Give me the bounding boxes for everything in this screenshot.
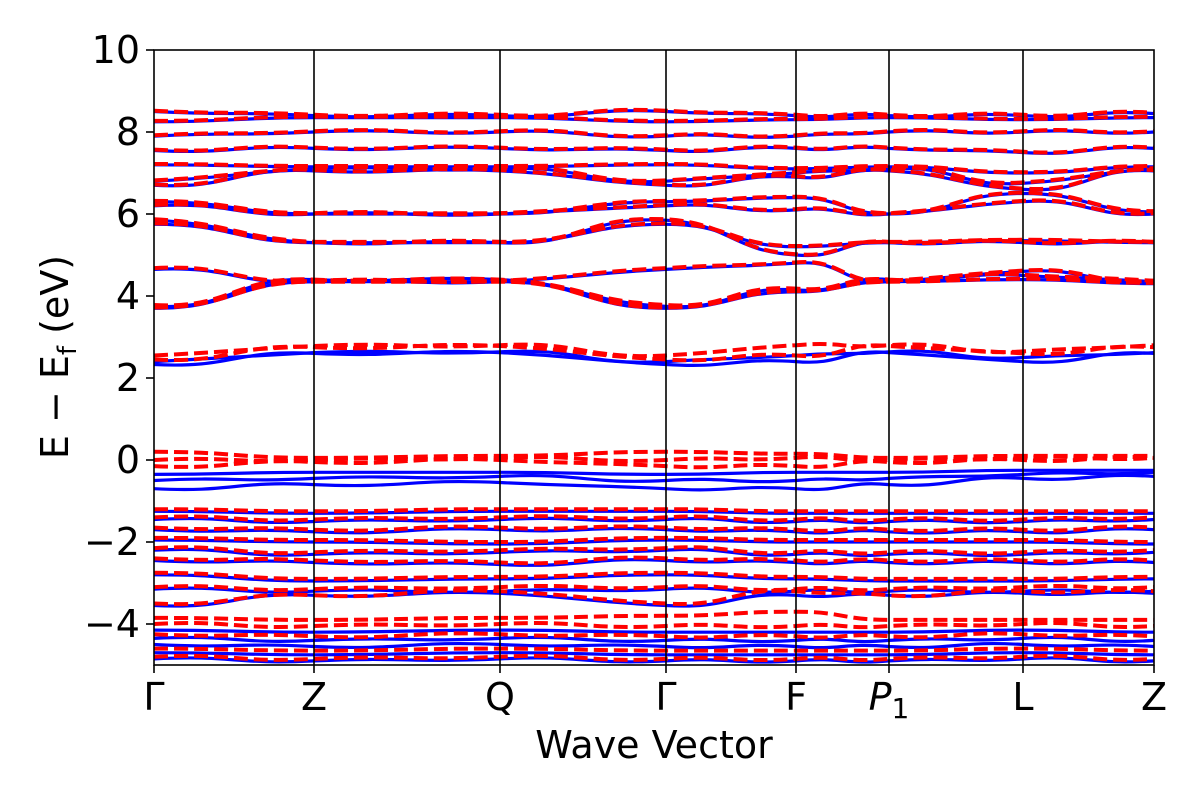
blue-solid-band-line xyxy=(154,526,1154,535)
blue-solid-band-line xyxy=(154,470,1154,484)
red-dashed-band-line xyxy=(154,583,1154,593)
x-tick-label: Z xyxy=(301,675,327,719)
red-dashed-band-line xyxy=(154,449,1154,460)
y-axis-title: E − Ef (eV) xyxy=(33,255,83,459)
blue-solid-band-line xyxy=(154,573,1154,583)
y-tick-label: 10 xyxy=(92,28,140,72)
y-tick-label: 8 xyxy=(116,110,140,154)
y-tick-label: 0 xyxy=(116,438,140,482)
y-tick-label: 4 xyxy=(116,274,140,318)
y-tick-label: 2 xyxy=(116,356,140,400)
red-dashed-band-line xyxy=(154,114,1154,123)
red-dashed-band-line xyxy=(154,454,1154,464)
blue-solid-band-line xyxy=(154,635,1154,644)
high-symmetry-lines xyxy=(313,50,1024,665)
x-tick-label: L xyxy=(1012,675,1033,719)
red-dashed-band-line xyxy=(154,514,1154,523)
band-lines xyxy=(154,107,1154,664)
x-tick-label: Z xyxy=(1141,675,1167,719)
red-dashed-band-line xyxy=(154,216,1154,257)
plot-frame xyxy=(153,49,1155,666)
x-tick-label: Γ xyxy=(655,675,676,719)
y-axis-title-main: E − E xyxy=(33,355,77,459)
blue-solid-band-line xyxy=(154,656,1154,664)
x-axis-ticks: Γ Z Q Γ F P1 L Z xyxy=(143,665,1167,725)
red-dashed-band-line xyxy=(154,260,1154,284)
blue-solid-band-line xyxy=(154,547,1154,558)
red-dashed-band-line xyxy=(154,631,1154,640)
red-dashed-band-line xyxy=(154,166,1154,192)
red-dashed-band-line xyxy=(154,621,1154,630)
red-dashed-band-line xyxy=(154,609,1154,622)
red-dashed-band-line xyxy=(154,524,1154,533)
y-tick-label: −2 xyxy=(84,520,140,564)
red-dashed-band-line xyxy=(154,588,1154,607)
x-axis-title: Wave Vector xyxy=(535,723,773,767)
x-tick-label: F xyxy=(785,675,807,719)
blue-solid-band-line xyxy=(154,473,1154,492)
blue-solid-band-line xyxy=(154,641,1154,650)
blue-solid-band-line xyxy=(154,628,1154,634)
blue-solid-band-line xyxy=(154,516,1154,525)
red-dashed-band-line xyxy=(154,128,1154,139)
red-dashed-band-line xyxy=(154,107,1154,118)
red-dashed-band-line xyxy=(154,646,1154,653)
red-dashed-band-line xyxy=(154,161,1154,175)
x-tick-label: P1 xyxy=(869,675,910,725)
y-tick-label: 6 xyxy=(116,192,140,236)
x-tick-label: Q xyxy=(485,675,515,719)
red-dashed-band-line xyxy=(154,454,1154,470)
red-dashed-band-line xyxy=(154,164,1154,185)
red-dashed-band-line xyxy=(154,570,1154,581)
y-axis-title-unit: (eV) xyxy=(33,255,77,346)
red-dashed-band-line xyxy=(154,190,1154,216)
red-dashed-band-line xyxy=(154,535,1154,545)
red-dashed-band-line xyxy=(154,507,1154,514)
red-dashed-band-line xyxy=(154,144,1154,155)
red-dashed-band-line xyxy=(154,342,1154,359)
y-axis-title-sub: f xyxy=(53,345,83,355)
y-tick-label: −4 xyxy=(84,602,140,646)
red-dashed-band-line xyxy=(154,653,1154,663)
red-dashed-band-line xyxy=(154,555,1154,566)
x-tick-label: Γ xyxy=(143,675,164,719)
y-axis-ticks: 10 8 6 4 2 0 −2 −4 xyxy=(84,28,154,646)
blue-solid-band-line xyxy=(154,651,1154,657)
blue-solid-band-line xyxy=(154,468,1154,477)
red-dashed-band-line xyxy=(154,545,1154,556)
